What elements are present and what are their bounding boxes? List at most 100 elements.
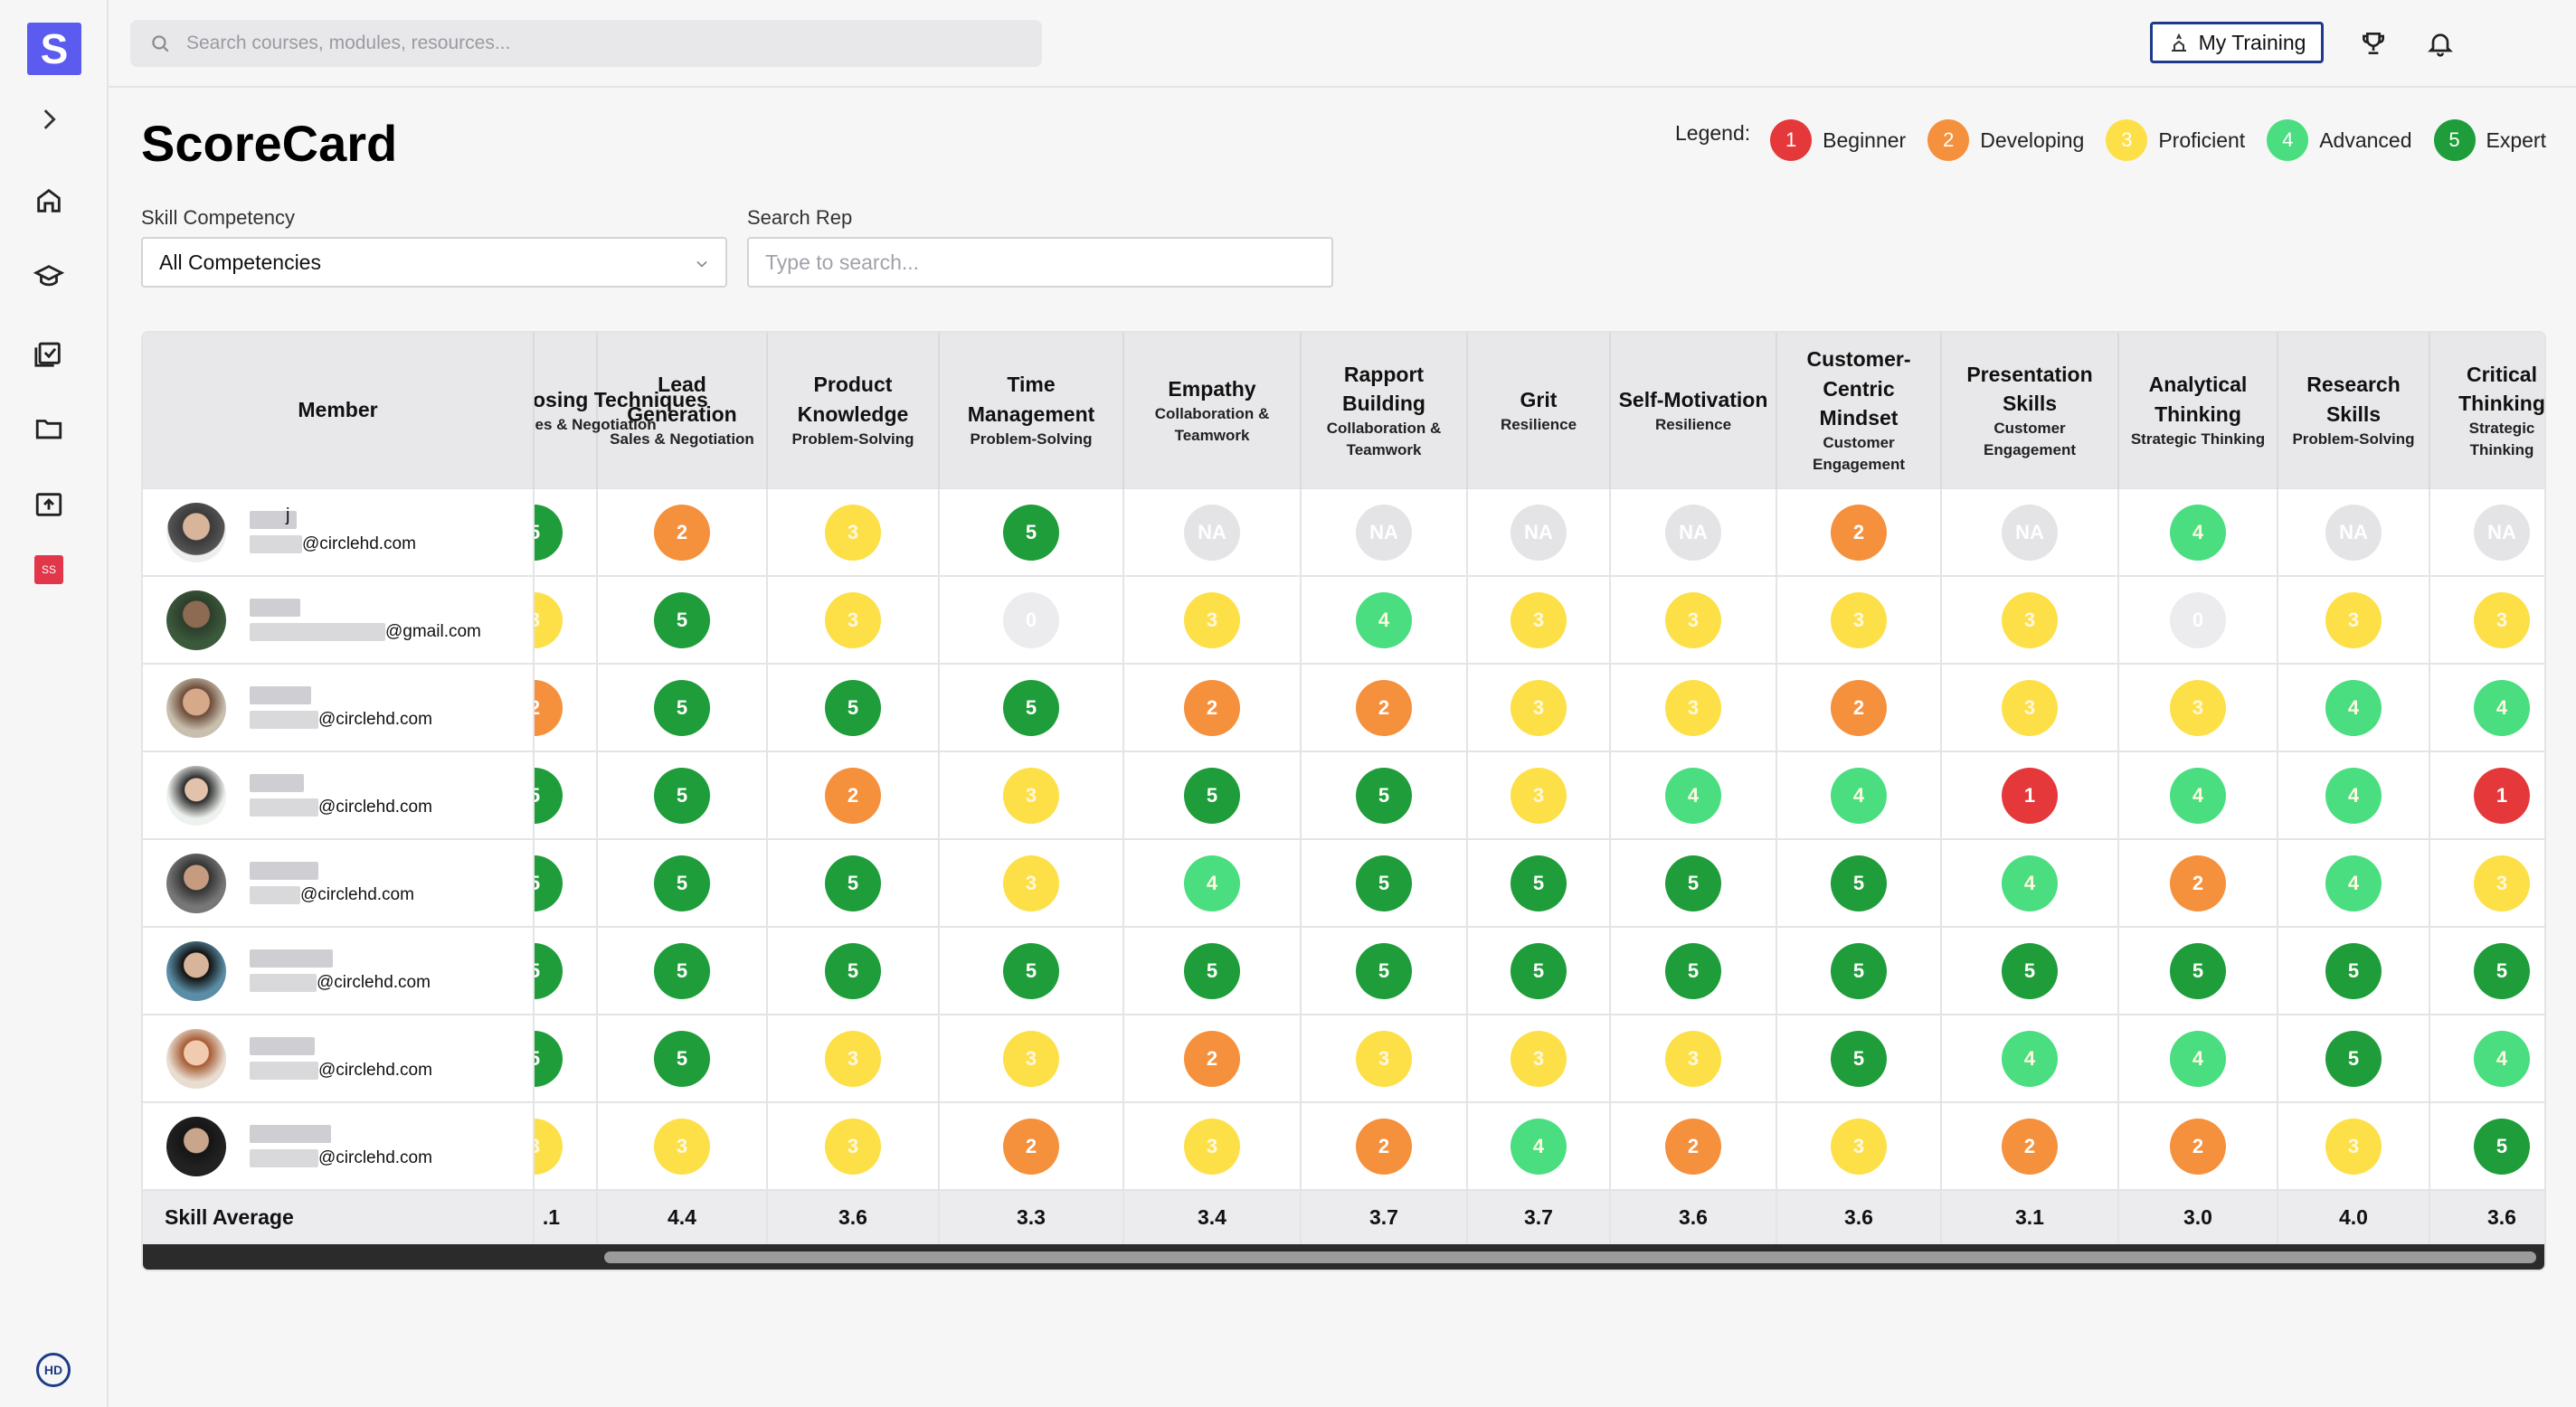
column-header[interactable]: Critical Thinking Strategic Thinking bbox=[2429, 333, 2544, 488]
legend-item: 4 Advanced bbox=[2267, 119, 2412, 161]
column-header[interactable]: Lead Generation Sales & Negotiation bbox=[597, 333, 768, 488]
folder-icon bbox=[35, 420, 62, 439]
horizontal-scrollbar[interactable] bbox=[143, 1244, 2544, 1270]
score-cell: 5 bbox=[767, 838, 940, 927]
column-header[interactable]: Presentation Skills Customer Engagement bbox=[1941, 333, 2119, 488]
table-row[interactable]: @circlehd.com bbox=[143, 926, 535, 1015]
table-row[interactable]: 25552233233443 bbox=[507, 663, 2544, 751]
graduation-cap-icon bbox=[33, 265, 64, 287]
score-cell: 2 bbox=[939, 1101, 1124, 1190]
table-row[interactable]: @circlehd.com bbox=[143, 1101, 535, 1190]
achievements-button[interactable] bbox=[2355, 25, 2391, 61]
scrollbar-thumb[interactable] bbox=[604, 1251, 2536, 1263]
score-badge: 5 bbox=[1356, 942, 1412, 999]
rep-search-input[interactable] bbox=[747, 237, 1333, 288]
score-cell: 5 bbox=[597, 838, 768, 927]
sidebar-item-resources[interactable] bbox=[27, 407, 71, 450]
member-cell[interactable]: @circlehd.com bbox=[143, 838, 535, 927]
email-redacted bbox=[250, 885, 300, 904]
score-badge: 5 bbox=[825, 855, 881, 911]
score-cell: 4 bbox=[1610, 751, 1777, 839]
org-badge[interactable]: SS bbox=[34, 555, 63, 584]
column-header[interactable]: Rapport Building Collaboration & Teamwork bbox=[1301, 333, 1468, 488]
score-cell: 5 bbox=[1776, 926, 1942, 1015]
member-name-redacted bbox=[250, 1124, 331, 1143]
score-badge: 4 bbox=[1184, 855, 1240, 911]
table-row[interactable]: @gmail.com bbox=[143, 575, 535, 664]
column-header[interactable]: Analytical Thinking Strategic Thinking bbox=[2118, 333, 2278, 488]
sidebar-item-courses[interactable] bbox=[27, 255, 71, 298]
sidebar-item-tasks[interactable] bbox=[27, 331, 71, 374]
top-bar: My Training bbox=[109, 0, 2576, 88]
score-badge: 5 bbox=[1003, 679, 1059, 736]
score-badge: 3 bbox=[1003, 855, 1059, 911]
legend-label: Expert bbox=[2486, 127, 2546, 152]
table-row[interactable]: j @circlehd.com bbox=[143, 487, 535, 576]
member-cell[interactable]: @circlehd.com bbox=[143, 926, 535, 1015]
search-bar[interactable] bbox=[130, 20, 1042, 67]
score-badge: 2 bbox=[1184, 1030, 1240, 1087]
score-badge: 4 bbox=[2170, 1030, 2226, 1087]
score-cell: NA bbox=[1123, 487, 1302, 576]
table-row[interactable]: @circlehd.com bbox=[143, 838, 535, 927]
email-redacted bbox=[250, 622, 385, 641]
competency-select[interactable]: All Competencies bbox=[141, 237, 727, 288]
footer-logo: HD bbox=[36, 1353, 71, 1387]
expand-sidebar-button[interactable] bbox=[27, 98, 71, 141]
score-badge: 3 bbox=[1003, 1030, 1059, 1087]
legend-item: 1 Beginner bbox=[1770, 119, 1906, 161]
column-header[interactable]: Customer-Centric Mindset Customer Engagem… bbox=[1776, 333, 1942, 488]
app-logo[interactable]: S bbox=[27, 23, 81, 75]
email-redacted bbox=[250, 1148, 318, 1167]
member-name-redacted bbox=[250, 861, 318, 880]
score-cell: 3 bbox=[939, 838, 1124, 927]
score-cell: 3 bbox=[1610, 1014, 1777, 1102]
sidebar-item-upload[interactable] bbox=[27, 483, 71, 526]
column-header[interactable]: Product Knowledge Problem-Solving bbox=[767, 333, 940, 488]
table-row[interactable]: 33323242322353 bbox=[507, 1101, 2544, 1190]
column-category: Resilience bbox=[1654, 415, 1732, 433]
score-cell: 5 bbox=[597, 926, 768, 1015]
member-cell[interactable]: @circlehd.com bbox=[143, 663, 535, 751]
sidebar-item-home[interactable] bbox=[27, 179, 71, 222]
score-cell: 3 bbox=[1941, 663, 2119, 751]
my-training-button[interactable]: My Training bbox=[2150, 22, 2324, 63]
score-cell: 3 bbox=[1610, 663, 1777, 751]
table-row[interactable]: @circlehd.com bbox=[143, 751, 535, 839]
email-domain: @gmail.com bbox=[385, 621, 481, 641]
score-badge: 5 bbox=[654, 679, 710, 736]
member-cell[interactable]: @circlehd.com bbox=[143, 751, 535, 839]
score-badge: 3 bbox=[1511, 1030, 1567, 1087]
member-cell[interactable]: @circlehd.com bbox=[143, 1101, 535, 1190]
column-header[interactable]: Time Management Problem-Solving bbox=[939, 333, 1124, 488]
legend-dot: 4 bbox=[2267, 119, 2309, 161]
table-row[interactable]: 55235534414414 bbox=[507, 751, 2544, 839]
column-header[interactable]: Research Skills Problem-Solving bbox=[2278, 333, 2430, 488]
search-input[interactable] bbox=[186, 33, 1000, 54]
column-header[interactable]: Self-Motivation Resilience bbox=[1610, 333, 1777, 488]
score-badge: 4 bbox=[1511, 1118, 1567, 1175]
table-row[interactable]: @circlehd.com bbox=[143, 663, 535, 751]
score-cell: 5 bbox=[597, 663, 768, 751]
member-header[interactable]: Member bbox=[143, 333, 535, 488]
notifications-button[interactable] bbox=[2422, 25, 2458, 61]
table-row[interactable]: 55534555542434 bbox=[507, 838, 2544, 927]
scorecard-table[interactable]: Closing Techniques Sales & Negotiation Lea… bbox=[141, 331, 2546, 1271]
member-cell[interactable]: j @circlehd.com bbox=[143, 487, 535, 576]
member-cell[interactable]: @circlehd.com bbox=[143, 1014, 535, 1102]
column-header[interactable]: Grit Resilience bbox=[1467, 333, 1611, 488]
score-badge: 3 bbox=[2474, 591, 2530, 648]
table-row[interactable]: @circlehd.com bbox=[143, 1014, 535, 1102]
member-cell[interactable]: @gmail.com bbox=[143, 575, 535, 664]
column-category: Resilience bbox=[1500, 415, 1577, 433]
score-cell: 3 bbox=[2278, 575, 2430, 664]
score-badge: 3 bbox=[1356, 1030, 1412, 1087]
member-name-redacted bbox=[250, 685, 311, 704]
email-redacted bbox=[250, 534, 302, 553]
column-category: Sales & Negotiation bbox=[610, 430, 754, 448]
column-header[interactable]: Empathy Collaboration & Teamwork bbox=[1123, 333, 1302, 488]
